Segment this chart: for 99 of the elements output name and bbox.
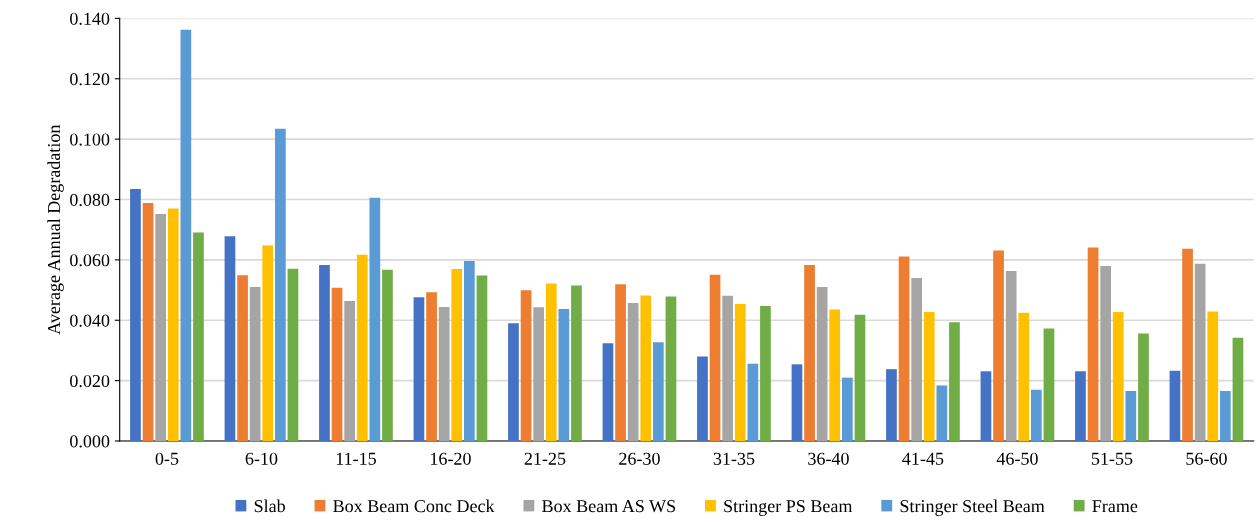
legend-label: Stringer PS Beam (724, 500, 853, 516)
bar (791, 364, 803, 441)
bar (476, 275, 488, 441)
bar (652, 342, 664, 441)
bar (898, 256, 910, 441)
x-tick-label: 16-20 (430, 452, 471, 465)
y-tick-label: 0.040 (70, 314, 110, 327)
bar (1087, 247, 1099, 441)
bar (602, 343, 614, 441)
bar (1232, 337, 1244, 441)
bar (287, 268, 299, 441)
bar (1075, 371, 1086, 441)
bar (709, 274, 721, 441)
bar (382, 269, 393, 441)
bar (1219, 390, 1231, 441)
y-tick-label: 0.060 (70, 254, 110, 267)
bar (1100, 265, 1111, 441)
legend-label: Box Beam AS WS (542, 500, 676, 513)
bar (319, 265, 330, 441)
bar (533, 307, 544, 441)
y-tick-label: 0.100 (70, 133, 110, 146)
y-tick-label: 0.140 (70, 12, 110, 25)
x-tick-label: 51-55 (1091, 452, 1133, 465)
bar (508, 323, 519, 441)
bar (640, 295, 652, 441)
legend-label: Slab (254, 499, 285, 513)
bar (665, 296, 677, 441)
bar (520, 290, 532, 441)
x-tick-label: 11-15 (336, 452, 376, 465)
bar (1169, 370, 1181, 441)
bar (155, 213, 166, 441)
x-tick-label: 21-25 (524, 452, 566, 465)
bar (841, 377, 853, 441)
bar (193, 232, 204, 441)
bar (697, 356, 708, 441)
bar (262, 245, 274, 441)
bar (413, 297, 425, 441)
bar (249, 287, 261, 441)
legend-label: Frame (1092, 500, 1138, 513)
bar (747, 363, 759, 441)
bar (344, 300, 355, 441)
bar (1112, 312, 1124, 441)
y-tick-label: 0.120 (70, 73, 110, 86)
bar (804, 265, 815, 441)
bar (1182, 248, 1193, 441)
x-tick-label: 0-5 (155, 452, 179, 465)
bar (426, 292, 437, 441)
bar (1138, 333, 1149, 441)
bar (180, 29, 192, 441)
bar (571, 285, 582, 441)
bar (911, 277, 922, 441)
bar (854, 314, 866, 441)
x-tick-label: 31-35 (713, 452, 755, 465)
x-tick-label: 26-30 (619, 452, 660, 465)
bar (627, 303, 639, 441)
bar (142, 203, 154, 441)
bar (451, 268, 463, 441)
bar (1030, 389, 1042, 441)
x-tick-label: 41-45 (902, 452, 944, 465)
bar (1005, 271, 1017, 441)
bar (1207, 311, 1219, 441)
x-tick-label: 56-60 (1186, 452, 1227, 465)
bar (980, 371, 992, 441)
bar (949, 322, 960, 441)
x-tick-label: 36-40 (808, 452, 849, 465)
legend-label: Stringer Steel Beam (900, 499, 1045, 516)
bar (829, 309, 841, 441)
bar (923, 312, 935, 441)
bar (615, 284, 626, 441)
bar (438, 306, 450, 441)
bar (167, 208, 179, 441)
x-tick-label: 46-50 (996, 452, 1038, 465)
legend-label: Box Beam Conc Deck (333, 499, 495, 513)
bar (734, 303, 746, 441)
bar (886, 369, 897, 441)
bar (760, 306, 771, 441)
y-axis-title: Average Annual Degradation (47, 124, 64, 335)
bar (558, 309, 570, 441)
bar (1043, 328, 1055, 441)
y-tick-label: 0.020 (70, 374, 110, 388)
bar (993, 250, 1004, 441)
bar (545, 283, 557, 441)
bar (1194, 263, 1206, 441)
bar (1018, 312, 1030, 441)
bar (816, 287, 828, 441)
bar (224, 236, 236, 441)
bar (936, 385, 948, 441)
y-tick-label: 0.080 (70, 193, 110, 207)
bar (722, 295, 733, 441)
bar (331, 287, 343, 441)
bar (274, 128, 286, 441)
x-tick-label: 6-10 (245, 452, 278, 465)
bar (237, 275, 248, 441)
bar (369, 197, 381, 441)
bar (1125, 390, 1137, 441)
y-tick-label: 0.000 (70, 435, 110, 448)
bar (463, 261, 475, 441)
bar (356, 254, 368, 441)
bar (130, 188, 141, 441)
